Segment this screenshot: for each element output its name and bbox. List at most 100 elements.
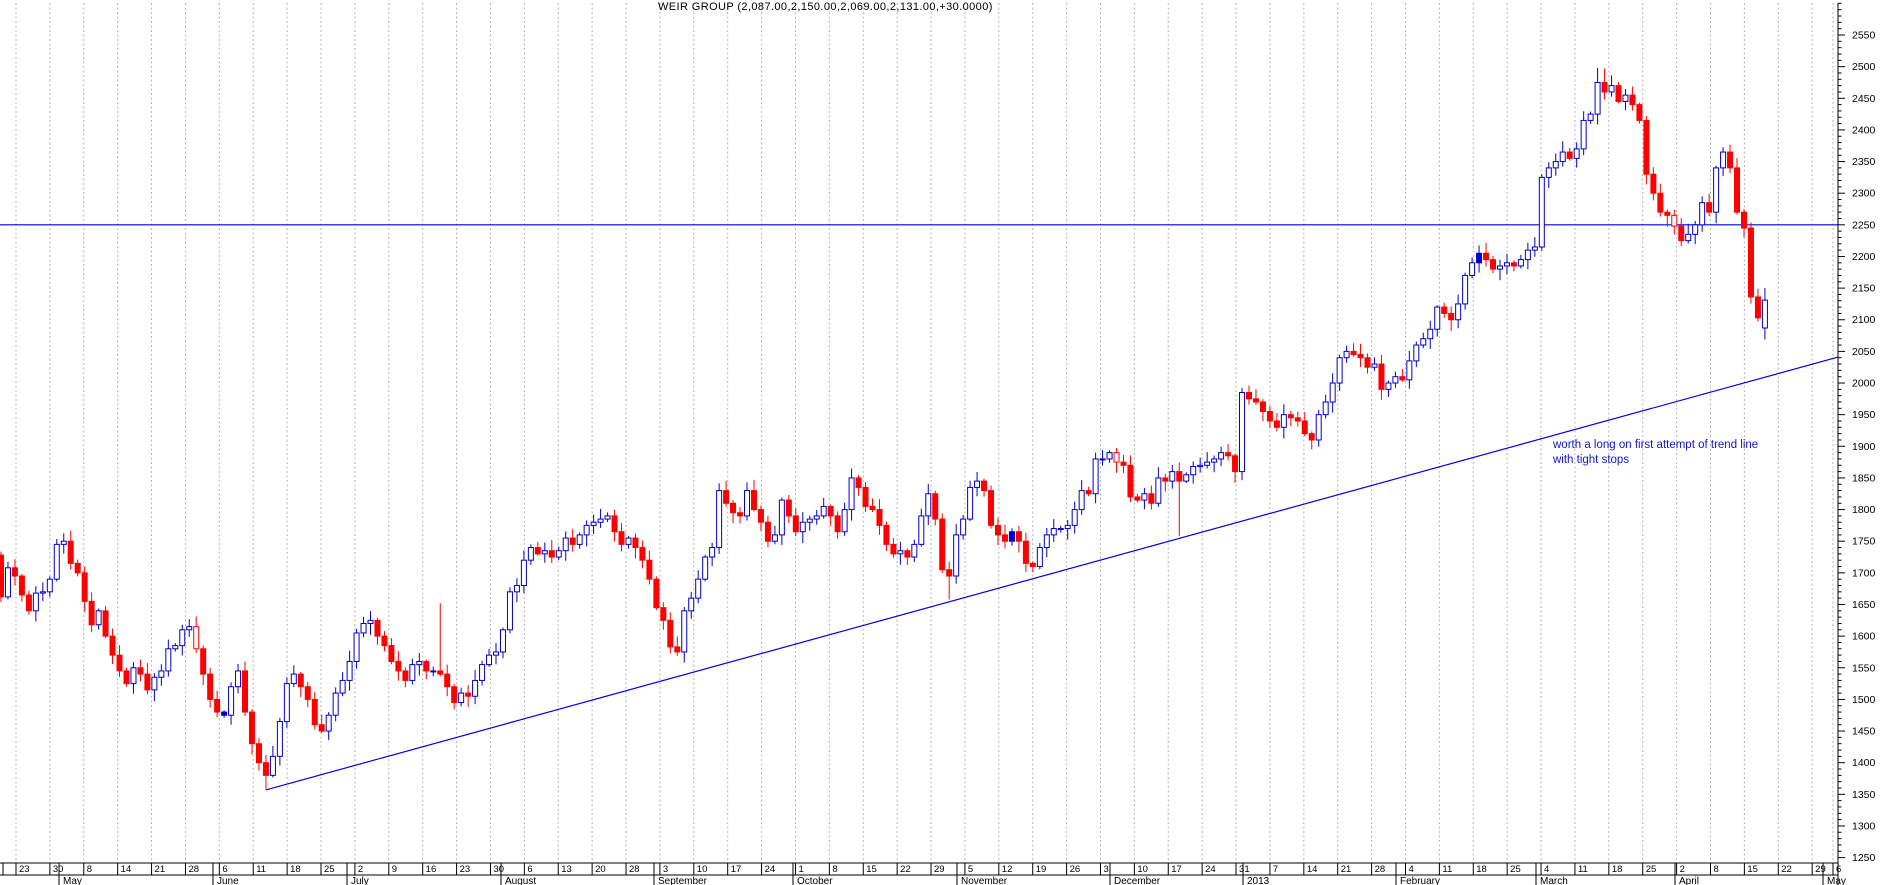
week-label: 11 <box>1442 864 1452 875</box>
week-label: 21 <box>155 864 166 875</box>
candle <box>834 515 841 533</box>
week-label: 20 <box>595 864 606 875</box>
candle <box>1510 262 1517 267</box>
candle <box>1287 414 1294 419</box>
candle <box>1664 211 1671 216</box>
month-labels: May June July August September October Novembe… <box>63 876 1846 885</box>
candle <box>946 569 953 577</box>
candle <box>1106 452 1113 460</box>
candle <box>1524 249 1531 261</box>
candle <box>1517 259 1524 267</box>
candle <box>1503 262 1510 267</box>
month-label: December <box>1114 876 1161 885</box>
week-label: 19 <box>1036 864 1047 875</box>
candle <box>479 664 486 681</box>
week-label: 29 <box>934 864 945 875</box>
candle <box>1315 414 1322 441</box>
candle <box>1343 350 1350 359</box>
candle <box>1190 466 1197 476</box>
candle <box>1685 233 1692 242</box>
candle <box>799 521 806 533</box>
week-label: 7 <box>1273 864 1278 875</box>
week-label: 18 <box>1612 864 1623 875</box>
candle <box>332 692 339 716</box>
candle <box>750 490 757 511</box>
candle <box>1029 562 1036 568</box>
week-label: 6 <box>222 864 227 875</box>
svg-text:1700: 1700 <box>1852 567 1876 579</box>
candle <box>681 610 688 653</box>
candle <box>1120 461 1127 466</box>
candle <box>123 670 130 685</box>
candle <box>388 645 395 662</box>
week-label: 30 <box>53 864 64 875</box>
candle <box>792 515 799 533</box>
candle <box>1587 113 1594 121</box>
candle <box>1531 246 1538 251</box>
week-label: 4 <box>1408 864 1413 875</box>
candle <box>297 673 304 688</box>
candle <box>709 547 716 558</box>
candle <box>409 664 416 681</box>
candle <box>1741 211 1747 229</box>
candle <box>1643 119 1650 175</box>
candle <box>1706 202 1713 213</box>
svg-text:1950: 1950 <box>1852 409 1876 421</box>
month-label: August <box>505 876 536 885</box>
candle <box>1197 464 1204 468</box>
candle <box>597 518 604 523</box>
candle <box>74 562 81 574</box>
candle <box>1092 458 1099 495</box>
week-label: 15 <box>1747 864 1758 875</box>
candle <box>325 714 332 732</box>
candle <box>883 524 890 545</box>
week-label: 3 <box>1103 864 1108 875</box>
candle <box>911 543 918 558</box>
candle <box>1357 354 1364 359</box>
candle <box>1552 161 1559 169</box>
candle <box>520 559 527 587</box>
week-label: 12 <box>1002 864 1013 875</box>
candle <box>1657 192 1664 213</box>
week-label: 15 <box>866 864 877 875</box>
candle <box>1155 477 1162 504</box>
candle <box>116 654 123 672</box>
week-label: 5 <box>968 864 973 875</box>
week-label: 23 <box>460 864 471 875</box>
svg-text:2250: 2250 <box>1852 219 1876 231</box>
y-axis: 1250 1300 1350 1400 1450 1500 1550 1600 1650 1700… <box>1837 2 1876 864</box>
candle <box>1622 94 1629 102</box>
candle <box>499 629 506 653</box>
candle <box>39 591 46 594</box>
candle <box>416 660 423 666</box>
week-label: 4 <box>1544 864 1549 875</box>
gridlines-layer <box>15 3 1834 863</box>
candle <box>1099 458 1106 461</box>
week-label: 22 <box>1781 864 1792 875</box>
candle <box>1245 392 1252 400</box>
svg-text:1450: 1450 <box>1852 726 1876 738</box>
candle <box>939 518 946 571</box>
candle <box>1566 151 1573 159</box>
candle <box>569 537 576 545</box>
candle <box>11 567 18 577</box>
candle <box>304 686 311 700</box>
week-label: 9 <box>392 864 397 875</box>
candle <box>660 607 667 621</box>
candle <box>1720 151 1727 169</box>
candle <box>242 670 249 713</box>
candle <box>486 654 493 666</box>
candle <box>590 521 597 526</box>
candle <box>1036 547 1043 568</box>
candle <box>1399 376 1406 381</box>
candle <box>1629 94 1636 106</box>
candle <box>465 692 472 697</box>
svg-text:2150: 2150 <box>1852 283 1876 295</box>
trade-annotation: worth a long on first attempt of trend l… <box>1553 438 1758 468</box>
svg-text:2450: 2450 <box>1852 93 1876 105</box>
trade-annotation-line1: worth a long on first attempt of trend l… <box>1553 439 1759 451</box>
candle <box>1371 363 1378 368</box>
candle <box>1713 167 1720 213</box>
candle <box>1378 363 1385 390</box>
